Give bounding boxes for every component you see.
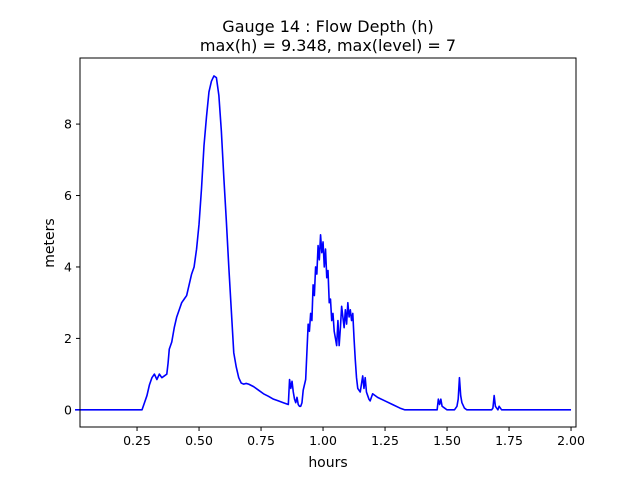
x-tick-label: 0.50	[185, 433, 213, 448]
x-tick-label: 1.25	[371, 433, 399, 448]
y-axis-ticks: 0 2 4 6 8	[64, 117, 80, 417]
x-tick-label: 1.75	[495, 433, 523, 448]
x-tick-label: 1.00	[309, 433, 337, 448]
chart-subtitle: max(h) = 9.348, max(level) = 7	[200, 36, 456, 55]
x-axis-ticks: 0.25 0.50 0.75 1.00 1.25 1.50 1.75 2.00	[123, 427, 585, 448]
plot-frame	[79, 57, 577, 428]
y-tick-label: 2	[64, 331, 72, 346]
y-tick-label: 4	[64, 259, 72, 274]
x-tick-label: 0.25	[123, 433, 151, 448]
y-axis-label: meters	[42, 218, 58, 267]
flow-depth-series-line	[75, 75, 572, 411]
x-tick-label: 0.75	[247, 433, 275, 448]
y-tick-label: 6	[64, 188, 72, 203]
y-tick-label: 0	[64, 402, 72, 417]
x-tick-label: 2.00	[557, 433, 585, 448]
x-tick-label: 1.50	[433, 433, 461, 448]
x-axis-label: hours	[308, 455, 347, 471]
chart-title: Gauge 14 : Flow Depth (h)	[222, 17, 433, 36]
plot-area	[80, 58, 576, 427]
y-tick-label: 8	[64, 117, 72, 132]
